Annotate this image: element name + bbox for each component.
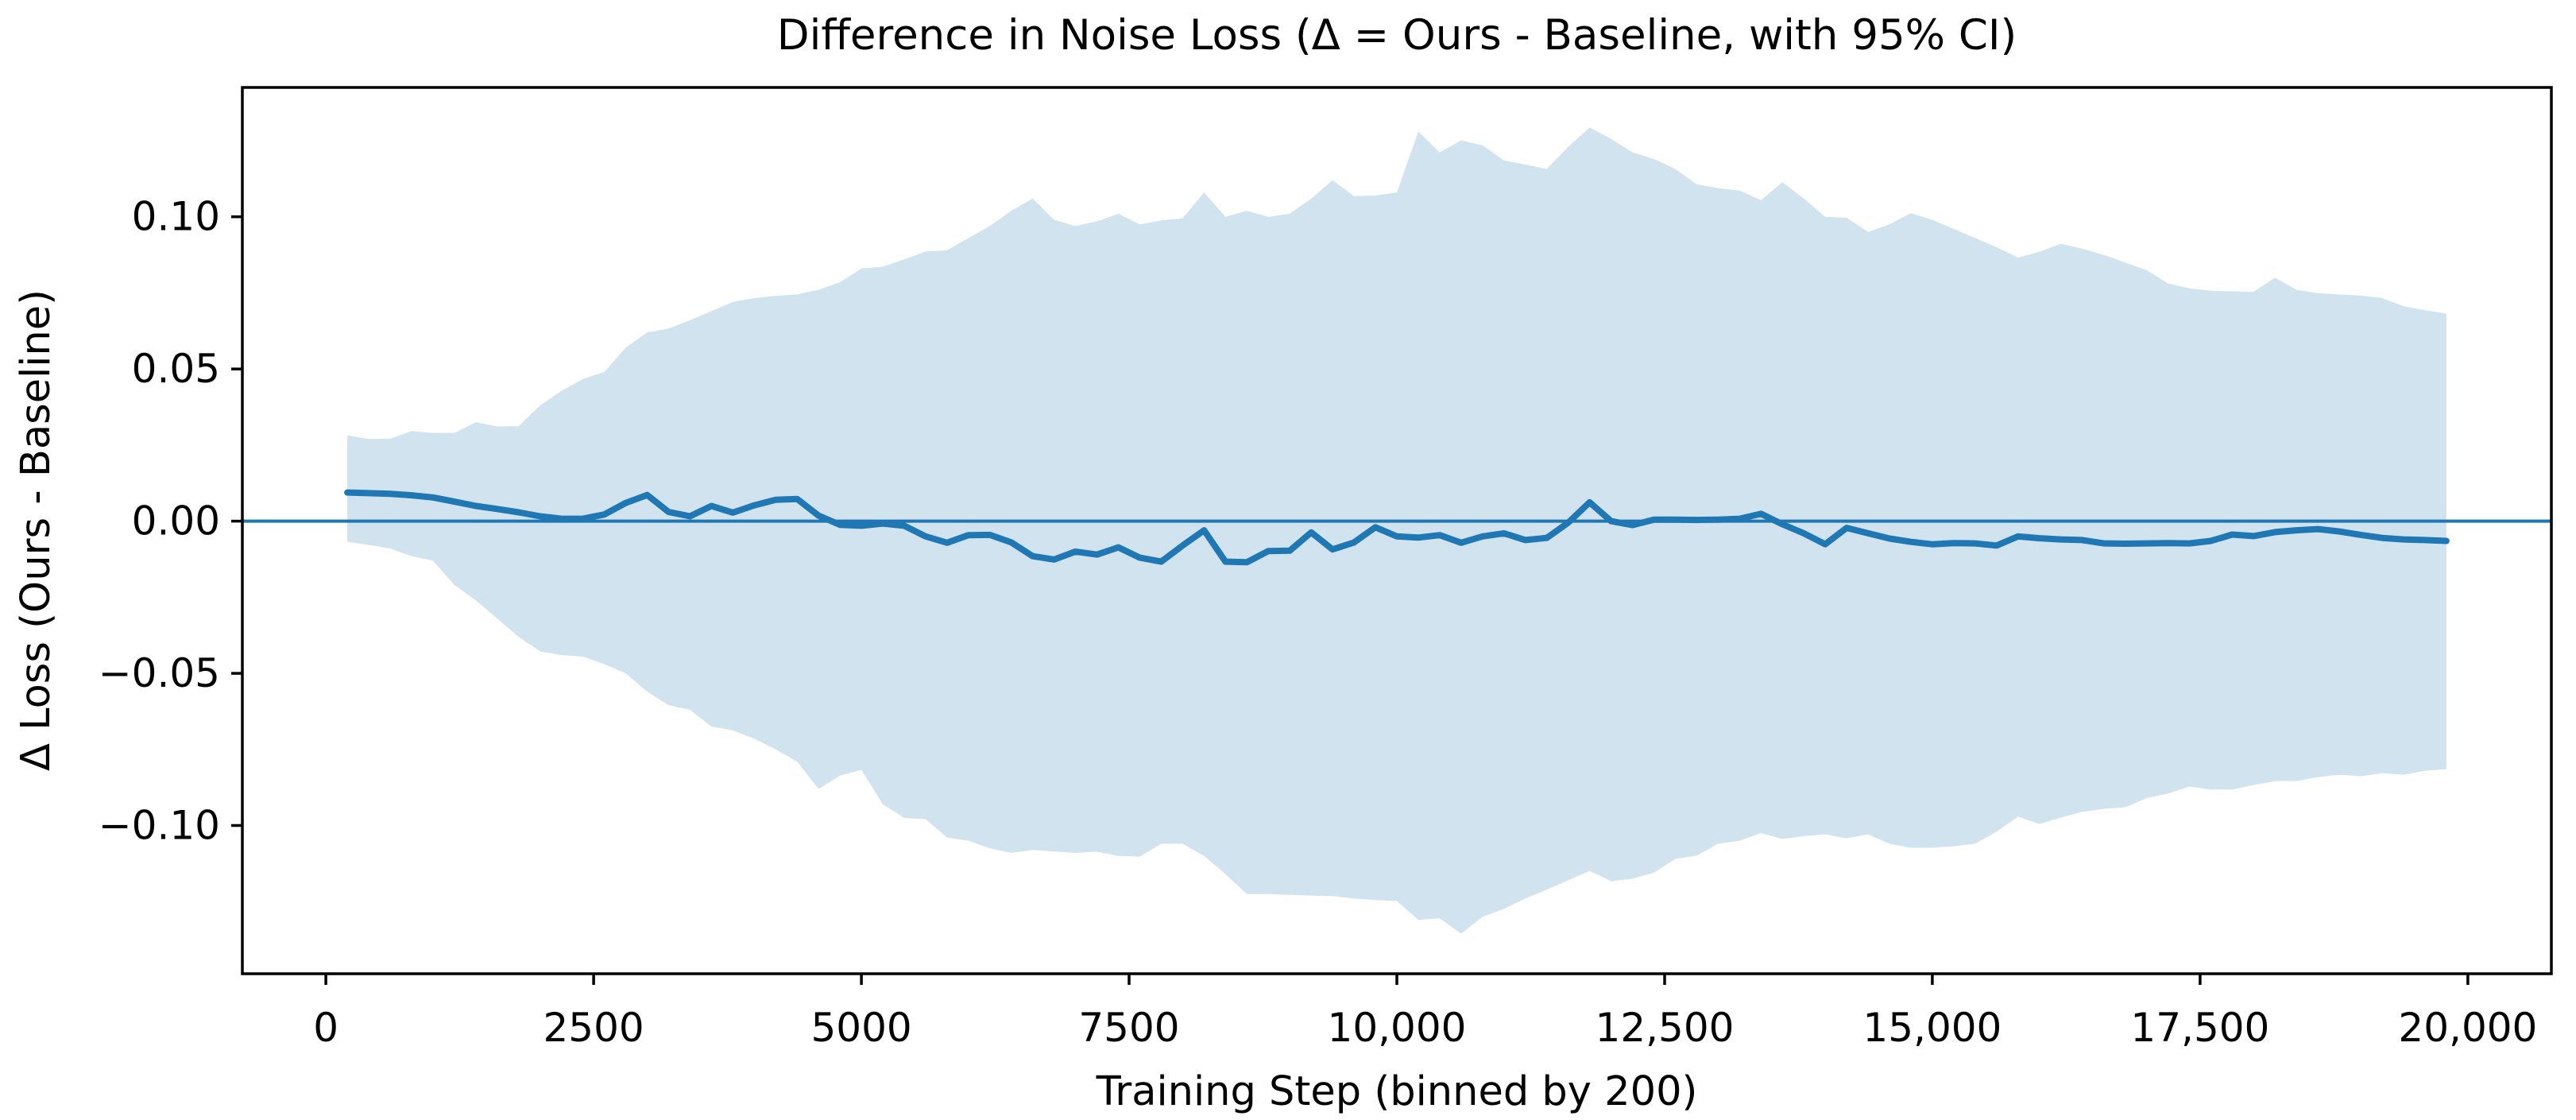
y-tick-label: 0.10: [132, 194, 220, 240]
x-axis-ticks: 0 2500 5000 7500 10,000 12,500 15,000 17,500 20,…: [313, 974, 2537, 1051]
y-tick-label: 0.05: [132, 346, 220, 392]
x-tick-label: 20,000: [2398, 1005, 2537, 1051]
x-tick-label: 15,000: [1862, 1005, 2002, 1051]
y-tick-label: −0.10: [99, 803, 220, 849]
x-tick-label: 17,500: [2130, 1005, 2269, 1051]
x-tick-label: 10,000: [1328, 1005, 1467, 1051]
x-tick-label: 2500: [543, 1005, 644, 1051]
x-tick-label: 5000: [810, 1005, 911, 1051]
chart-title: Difference in Noise Loss (Δ = Ours - Bas…: [777, 11, 2017, 60]
y-axis-ticks: 0.10 0.05 0.00 −0.05 −0.10: [99, 194, 242, 849]
x-tick-label: 12,500: [1595, 1005, 1735, 1051]
confidence-band-area: [347, 127, 2446, 934]
delta-mean-line: [344, 489, 2450, 566]
y-tick-label: 0.00: [132, 498, 220, 544]
x-tick-label: 0: [313, 1005, 338, 1051]
y-axis-label: Δ Loss (Ours - Baseline): [13, 289, 60, 771]
y-tick-label: −0.05: [99, 650, 220, 696]
x-axis-label: Training Step (binned by 200): [1096, 1068, 1698, 1115]
x-tick-label: 7500: [1078, 1005, 1179, 1051]
